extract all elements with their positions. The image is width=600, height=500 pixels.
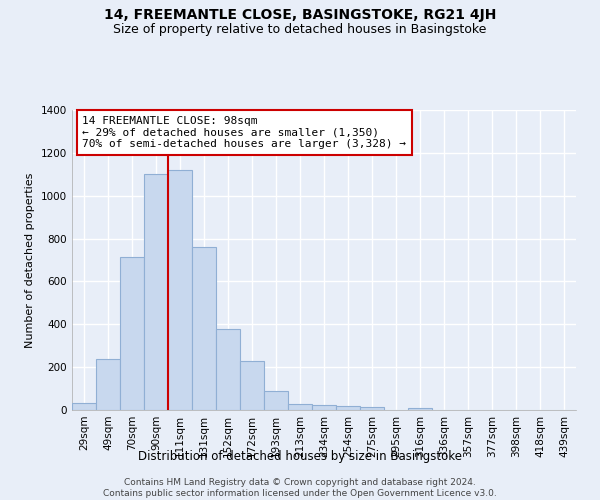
Bar <box>96 358 120 410</box>
Bar <box>408 408 432 410</box>
Text: Size of property relative to detached houses in Basingstoke: Size of property relative to detached ho… <box>113 22 487 36</box>
Text: Distribution of detached houses by size in Basingstoke: Distribution of detached houses by size … <box>138 450 462 463</box>
Bar <box>336 406 360 410</box>
Text: Contains HM Land Registry data © Crown copyright and database right 2024.
Contai: Contains HM Land Registry data © Crown c… <box>103 478 497 498</box>
Bar <box>120 257 144 410</box>
Bar <box>264 390 288 410</box>
Bar <box>312 404 336 410</box>
Y-axis label: Number of detached properties: Number of detached properties <box>25 172 35 348</box>
Bar <box>144 174 168 410</box>
Bar <box>240 360 264 410</box>
Bar <box>168 170 192 410</box>
Bar <box>288 404 312 410</box>
Bar <box>192 247 216 410</box>
Bar <box>216 328 240 410</box>
Bar <box>360 407 384 410</box>
Text: 14 FREEMANTLE CLOSE: 98sqm
← 29% of detached houses are smaller (1,350)
70% of s: 14 FREEMANTLE CLOSE: 98sqm ← 29% of deta… <box>82 116 406 149</box>
Text: 14, FREEMANTLE CLOSE, BASINGSTOKE, RG21 4JH: 14, FREEMANTLE CLOSE, BASINGSTOKE, RG21 … <box>104 8 496 22</box>
Bar <box>72 402 96 410</box>
